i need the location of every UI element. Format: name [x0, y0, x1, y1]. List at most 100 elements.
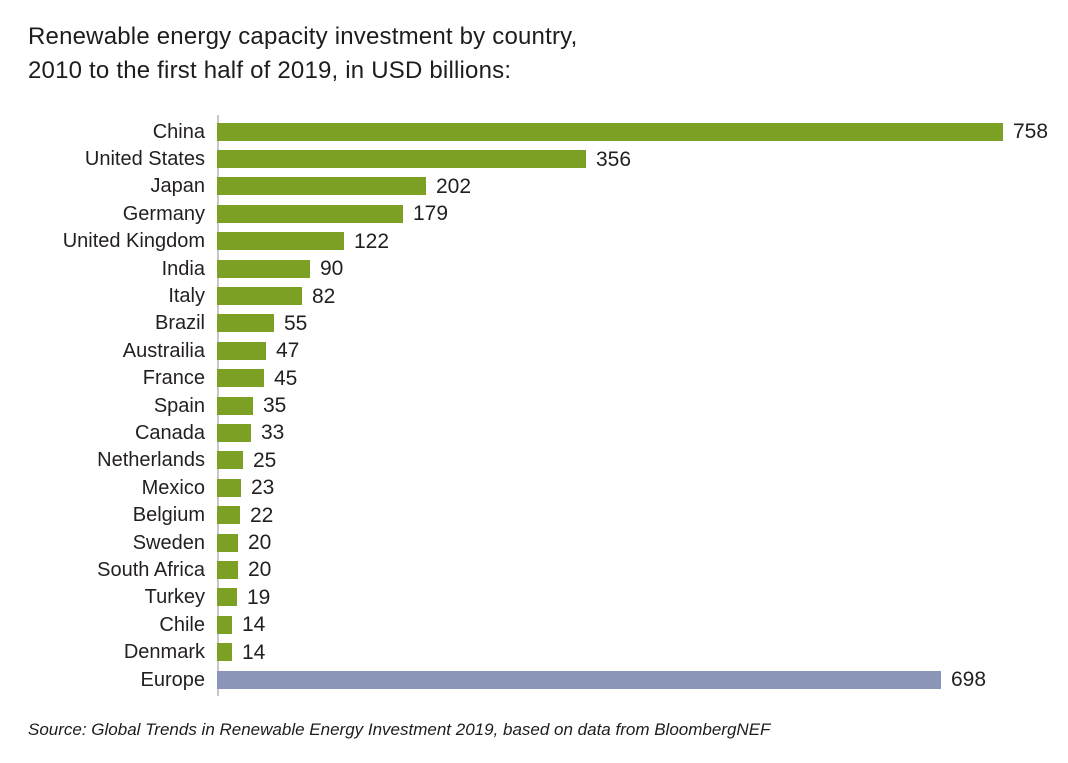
value-label: 45 — [274, 366, 298, 390]
country-label: United States — [84, 148, 205, 171]
bar-area: 14 — [217, 638, 1040, 665]
bar-row: Belgium 22 — [28, 501, 1040, 528]
bar — [217, 423, 251, 442]
bar — [217, 204, 403, 223]
value-label: 356 — [596, 147, 632, 171]
bar — [217, 396, 253, 415]
country-label: Canada — [134, 421, 205, 444]
bar — [217, 369, 264, 388]
chart-title-line2: 2010 to the first half of 2019, in USD b… — [28, 57, 512, 84]
bar-chart: China 758 United States 356 Japan 202 Ge… — [28, 115, 1048, 697]
value-label: 14 — [242, 613, 266, 637]
value-label: 90 — [320, 257, 344, 281]
country-label: Sweden — [132, 531, 205, 554]
bar-area: 202 — [217, 173, 1040, 200]
bar-row: Canada 33 — [28, 419, 1040, 446]
bar-area: 23 — [217, 474, 1040, 501]
country-label: Denmark — [123, 641, 205, 664]
bar — [217, 341, 266, 360]
bar-row: Japan 202 — [28, 173, 1040, 200]
bar — [217, 314, 274, 333]
bar-row: Turkey 19 — [28, 584, 1040, 611]
value-label: 20 — [248, 558, 272, 582]
bar — [217, 150, 586, 169]
bar-row: Spain 35 — [28, 392, 1040, 419]
country-label: Belgium — [132, 504, 205, 527]
bar — [217, 122, 1003, 141]
value-label: 122 — [354, 229, 390, 253]
country-label: Netherlands — [97, 449, 205, 472]
value-label: 82 — [312, 284, 336, 308]
country-label: China — [152, 120, 205, 143]
value-label: 698 — [951, 668, 987, 691]
bar-area: 82 — [217, 282, 1040, 309]
country-label: Italy — [168, 285, 205, 308]
bar-row: India 90 — [28, 255, 1040, 282]
value-label: 179 — [413, 202, 449, 226]
bar-row: United Kingdom 122 — [28, 228, 1040, 255]
bar-area: 20 — [217, 529, 1040, 556]
bar-area: 20 — [217, 556, 1040, 583]
bar-row: Brazil 55 — [28, 310, 1040, 337]
chart-title: Renewable energy capacity investment by … — [28, 20, 1040, 88]
bar-area: 33 — [217, 419, 1040, 446]
bar-area: 122 — [217, 228, 1040, 255]
bar-area: 14 — [217, 611, 1040, 638]
bar-area: 22 — [217, 501, 1040, 528]
bar-row: Austrailia 47 — [28, 337, 1040, 364]
country-label: Spain — [153, 394, 205, 417]
bar — [217, 615, 232, 634]
value-label: 202 — [436, 174, 472, 198]
bar-row: Denmark 14 — [28, 638, 1040, 665]
bar — [217, 451, 243, 470]
bar — [217, 588, 237, 607]
value-label: 758 — [1013, 120, 1049, 144]
value-label: 33 — [261, 421, 285, 445]
source-note: Source: Global Trends in Renewable Energ… — [28, 720, 771, 740]
country-label: Germany — [122, 202, 205, 225]
country-label: Mexico — [141, 476, 205, 499]
bar-area: 698 — [217, 666, 1040, 693]
country-label: United Kingdom — [62, 230, 205, 253]
bar — [217, 533, 238, 552]
bar-row: Netherlands 25 — [28, 447, 1040, 474]
chart-title-line1: Renewable energy capacity investment by … — [28, 23, 578, 50]
bar-row: Italy 82 — [28, 282, 1040, 309]
country-label: Japan — [150, 175, 206, 198]
bar-area: 19 — [217, 584, 1040, 611]
bar — [217, 506, 240, 525]
value-label: 23 — [251, 476, 275, 500]
bar-area: 45 — [217, 365, 1040, 392]
bar-row: France 45 — [28, 365, 1040, 392]
bar — [217, 670, 941, 689]
value-label: 14 — [242, 640, 266, 664]
bar — [217, 177, 426, 196]
country-label: India — [161, 257, 205, 280]
bar-row: China 758 — [28, 118, 1048, 145]
bar-area: 758 — [217, 118, 1048, 145]
bar-area: 356 — [217, 145, 1040, 172]
value-label: 55 — [284, 311, 308, 335]
bar-area: 90 — [217, 255, 1040, 282]
value-label: 20 — [248, 531, 272, 555]
bar-rows-container: China 758 United States 356 Japan 202 Ge… — [28, 118, 1048, 693]
bar-row: Mexico 23 — [28, 474, 1040, 501]
value-label: 35 — [263, 394, 287, 418]
country-label: Austrailia — [122, 339, 205, 362]
bar-row: South Africa 20 — [28, 556, 1040, 583]
value-label: 19 — [247, 585, 271, 609]
bar — [217, 643, 232, 662]
bar — [217, 232, 344, 251]
bar-area: 25 — [217, 447, 1040, 474]
value-label: 22 — [250, 503, 274, 527]
bar-area: 47 — [217, 337, 1040, 364]
country-label: Brazil — [154, 312, 205, 335]
bar-row: Europe 698 — [28, 666, 1040, 693]
bar — [217, 287, 302, 306]
value-label: 25 — [253, 448, 277, 472]
value-label: 47 — [276, 339, 300, 363]
country-label: Chile — [159, 613, 205, 636]
country-label: South Africa — [97, 558, 205, 581]
bar — [217, 259, 310, 278]
